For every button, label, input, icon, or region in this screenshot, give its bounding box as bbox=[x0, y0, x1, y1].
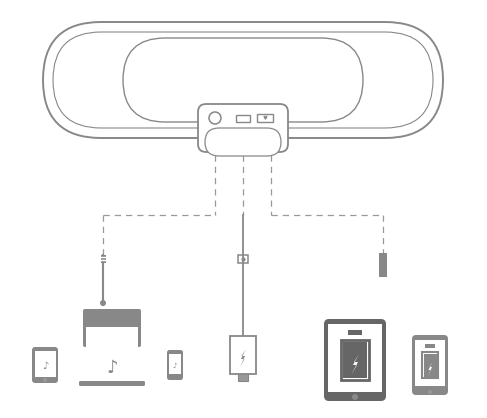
Bar bbox=[379, 253, 387, 277]
FancyBboxPatch shape bbox=[324, 319, 386, 401]
FancyBboxPatch shape bbox=[205, 128, 281, 156]
Bar bbox=[236, 115, 250, 122]
Circle shape bbox=[428, 390, 432, 394]
Text: ♪: ♪ bbox=[173, 363, 177, 369]
Bar bbox=[257, 114, 273, 122]
Text: ♪: ♪ bbox=[106, 359, 118, 377]
Polygon shape bbox=[428, 362, 432, 377]
Bar bbox=[341, 340, 369, 380]
Bar bbox=[230, 336, 256, 374]
Polygon shape bbox=[240, 349, 246, 367]
Bar bbox=[348, 330, 362, 335]
Bar bbox=[422, 352, 438, 378]
Polygon shape bbox=[351, 354, 359, 375]
Bar bbox=[415, 340, 445, 386]
Bar bbox=[86, 327, 138, 353]
FancyBboxPatch shape bbox=[123, 38, 363, 122]
FancyBboxPatch shape bbox=[198, 104, 288, 152]
Bar bbox=[328, 324, 382, 392]
Text: ♥: ♥ bbox=[262, 115, 267, 120]
Bar bbox=[343, 342, 367, 378]
FancyBboxPatch shape bbox=[167, 350, 183, 380]
Bar bbox=[100, 255, 106, 263]
FancyBboxPatch shape bbox=[43, 22, 443, 138]
FancyBboxPatch shape bbox=[32, 347, 58, 383]
Bar bbox=[238, 255, 248, 263]
FancyBboxPatch shape bbox=[412, 335, 448, 395]
Bar bbox=[169, 354, 181, 374]
Circle shape bbox=[43, 378, 47, 382]
FancyBboxPatch shape bbox=[79, 381, 145, 386]
Circle shape bbox=[100, 300, 106, 306]
Circle shape bbox=[352, 394, 358, 400]
Bar bbox=[425, 344, 435, 348]
Bar bbox=[238, 374, 248, 381]
Bar bbox=[35, 351, 56, 377]
Bar bbox=[424, 354, 436, 377]
Text: ♪: ♪ bbox=[42, 361, 48, 371]
FancyBboxPatch shape bbox=[83, 309, 141, 347]
